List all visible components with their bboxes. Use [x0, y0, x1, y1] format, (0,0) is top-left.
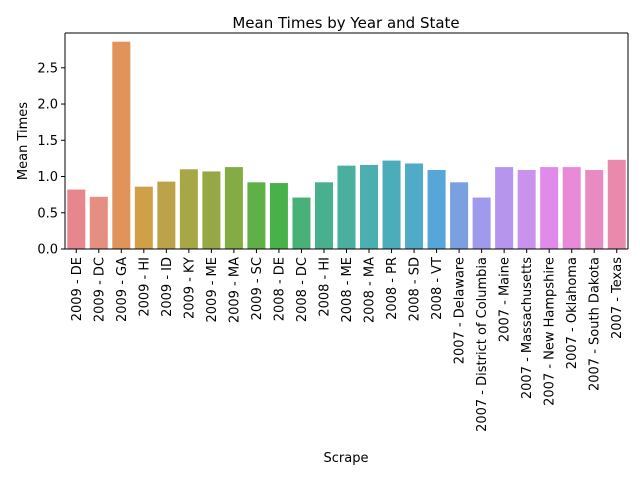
x-tick-label-14: 2008 - PR [385, 257, 400, 320]
x-tick-label-11: 2008 - HI [317, 257, 332, 317]
x-tick-label-0: 2009 - DE [70, 257, 85, 321]
x-tick-label-19: 2007 - Maine [498, 257, 513, 342]
x-tick-label-6: 2009 - ME [205, 257, 220, 322]
bar-3 [134, 186, 153, 249]
x-tick-label-22: 2007 - Oklahoma [565, 257, 580, 369]
x-tick-label-24: 2007 - Texas [610, 257, 625, 339]
bar-21 [540, 167, 559, 249]
y-axis-title: Mean Times [16, 102, 31, 180]
bar-24 [607, 159, 626, 249]
x-tick-label-9: 2008 - DE [272, 257, 287, 321]
bar-15 [405, 163, 424, 249]
bar-22 [562, 167, 581, 249]
x-tick-label-7: 2009 - MA [227, 257, 242, 323]
chart-title: Mean Times by Year and State [232, 14, 459, 32]
y-tick-label-5: 2.5 [37, 61, 58, 76]
bars-group [67, 41, 626, 250]
bar-17 [450, 182, 469, 249]
bar-6 [202, 171, 221, 249]
bar-0 [67, 189, 86, 249]
x-tick-label-10: 2008 - DC [295, 257, 310, 322]
bar-10 [292, 197, 311, 249]
x-tick-label-8: 2009 - SC [250, 257, 265, 320]
x-tick-label-3: 2009 - HI [137, 257, 152, 317]
x-tick-label-18: 2007 - District of Columbia [475, 257, 490, 432]
x-axis: 2009 - DE 2009 - DC 2009 - GA 2009 - HI 2009… [70, 249, 625, 432]
y-tick-label-0: 0.0 [37, 243, 58, 258]
bar-18 [472, 197, 491, 249]
y-axis: 0.0 0.5 1.0 1.5 2.0 2.5 [37, 61, 65, 258]
x-tick-label-15: 2008 - SD [408, 257, 423, 321]
x-tick-label-1: 2009 - DC [92, 257, 107, 322]
x-tick-label-23: 2007 - South Dakota [588, 257, 603, 391]
x-tick-label-12: 2008 - ME [340, 257, 355, 322]
y-tick-label-3: 1.5 [37, 134, 58, 149]
bar-7 [224, 167, 243, 249]
bar-14 [382, 160, 401, 249]
x-axis-title: Scrape [324, 451, 369, 466]
bar-4 [157, 181, 176, 249]
x-tick-label-16: 2008 - VT [430, 257, 445, 320]
bar-1 [89, 196, 108, 249]
bar-16 [427, 169, 446, 249]
bar-5 [179, 169, 198, 249]
x-tick-label-5: 2009 - KY [182, 257, 197, 319]
x-tick-label-13: 2008 - MA [363, 257, 378, 323]
bar-12 [337, 165, 356, 249]
bar-11 [314, 182, 333, 249]
bar-23 [585, 169, 604, 249]
x-tick-label-4: 2009 - ID [160, 257, 175, 317]
y-tick-label-1: 0.5 [37, 206, 58, 221]
x-tick-label-17: 2007 - Delaware [453, 257, 468, 364]
y-tick-label-2: 1.0 [37, 170, 58, 185]
x-tick-label-2: 2009 - GA [115, 257, 130, 322]
bar-20 [517, 169, 536, 249]
x-tick-label-21: 2007 - New Hampshire [543, 257, 558, 406]
bar-8 [247, 182, 266, 249]
x-tick-label-20: 2007 - Massachusetts [520, 257, 535, 399]
bar-19 [495, 167, 514, 249]
bar-2 [112, 41, 131, 250]
bar-9 [269, 183, 288, 249]
bar-13 [360, 164, 379, 249]
y-tick-label-4: 2.0 [37, 98, 58, 113]
